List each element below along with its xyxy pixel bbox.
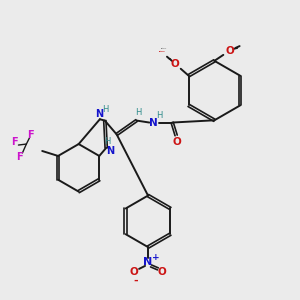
Text: F: F — [16, 152, 23, 162]
Text: H: H — [102, 105, 108, 114]
Text: O: O — [158, 267, 166, 277]
Text: O: O — [130, 267, 139, 277]
Text: N: N — [95, 109, 103, 119]
Text: methoxy: methoxy — [159, 50, 165, 52]
Text: F: F — [11, 137, 18, 147]
Text: H: H — [156, 111, 163, 120]
Text: H: H — [105, 137, 111, 146]
Text: O: O — [173, 137, 182, 147]
Text: H: H — [135, 108, 142, 117]
Text: N: N — [106, 146, 114, 156]
Text: F: F — [27, 130, 34, 140]
Text: -: - — [134, 276, 138, 286]
Text: +: + — [152, 253, 160, 262]
Text: methoxy: methoxy — [161, 48, 167, 49]
Text: N: N — [149, 118, 158, 128]
Text: N: N — [143, 257, 153, 267]
Text: O: O — [226, 46, 235, 56]
Text: O: O — [170, 59, 179, 69]
